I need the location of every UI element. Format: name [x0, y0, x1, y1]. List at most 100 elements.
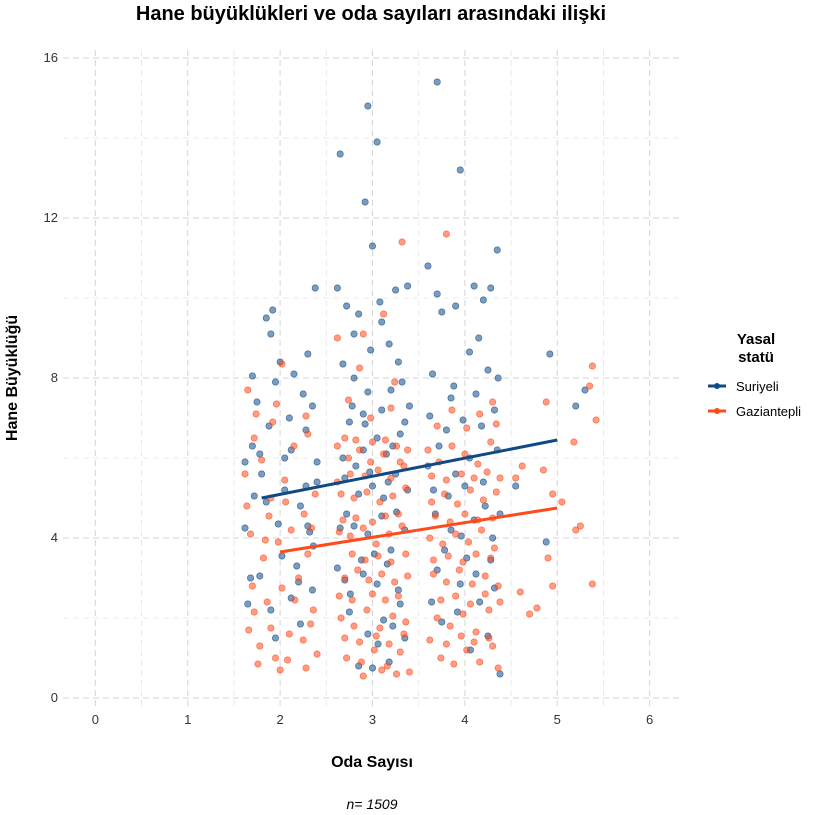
scatter-point: [252, 410, 260, 418]
scatter-point: [452, 302, 460, 310]
scatter-point: [344, 396, 352, 404]
scatter-point: [256, 572, 264, 580]
scatter-point: [374, 640, 382, 648]
series-suriyeli: [241, 78, 589, 678]
scatter-point: [435, 442, 443, 450]
scatter-point: [489, 642, 497, 650]
scatter-point: [355, 490, 363, 498]
x-axis-ticks: 0 1 2 3 4 5 6: [92, 712, 654, 727]
scatter-point: [302, 664, 310, 672]
scatter-point: [335, 592, 343, 600]
y-axis-ticks: 0 4 8 12 16: [44, 50, 58, 705]
scatter-point: [404, 282, 412, 290]
scatter-point: [485, 606, 493, 614]
scatter-point: [479, 296, 487, 304]
scatter-point: [254, 660, 262, 668]
chart-title: Hane büyüklükleri ve oda sayıları arasın…: [136, 3, 606, 25]
scatter-point: [442, 230, 450, 238]
scatter-point: [378, 406, 386, 414]
scatter-point: [492, 488, 500, 496]
scatter-point: [244, 600, 252, 608]
scatter-point: [256, 642, 264, 650]
scatter-point: [592, 416, 600, 424]
scatter-point: [476, 598, 484, 606]
scatter-point: [542, 538, 550, 546]
scatter-point: [272, 400, 280, 408]
grid: [63, 50, 682, 706]
scatter-point: [373, 138, 381, 146]
trend-lines: [261, 438, 558, 554]
scatter-point: [345, 418, 353, 426]
scatter-point: [447, 394, 455, 402]
scatter-point: [341, 634, 349, 642]
scatter-point: [466, 600, 474, 608]
scatter-point: [447, 526, 455, 534]
scatter-point: [526, 610, 534, 618]
scatter-point: [494, 374, 502, 382]
scatter-point: [381, 436, 389, 444]
legend-swatch-dot: [714, 408, 720, 414]
scatter-point: [459, 610, 467, 618]
scatter-point: [361, 420, 369, 428]
scatter-point: [356, 638, 364, 646]
scatter-point: [346, 590, 354, 598]
scatter-point: [387, 558, 395, 566]
scatter-point: [481, 502, 489, 510]
scatter-point: [250, 492, 258, 500]
scatter-point: [285, 414, 293, 422]
scatter-point: [542, 398, 550, 406]
scatter-point: [398, 378, 406, 386]
scatter-point: [284, 656, 292, 664]
scatter-point: [341, 434, 349, 442]
scatter-point: [394, 510, 402, 518]
scatter-point: [389, 492, 397, 500]
scatter-point: [333, 334, 341, 342]
scatter-point: [433, 78, 441, 86]
scatter-point: [304, 550, 312, 558]
scatter-point: [484, 366, 492, 374]
scatter-point: [346, 470, 354, 478]
scatter-point: [475, 334, 483, 342]
scatter-point: [250, 608, 258, 616]
scatter-point: [549, 490, 557, 498]
scatter-point: [428, 472, 436, 480]
scatter-point: [352, 514, 360, 522]
scatter-point: [343, 302, 351, 310]
scatter-point: [441, 546, 449, 554]
scatter-point: [448, 406, 456, 414]
scatter-point: [269, 306, 277, 314]
scatter-point: [431, 512, 439, 520]
scatter-point: [259, 554, 267, 562]
scatter-point: [278, 360, 286, 368]
x-tick-label: 5: [554, 712, 561, 727]
scatter-point: [581, 386, 589, 394]
scatter-point: [348, 550, 356, 558]
scatter-point: [267, 624, 275, 632]
scatter-point: [269, 418, 277, 426]
scatter-point: [333, 284, 341, 292]
scatter-point: [452, 530, 460, 538]
scatter-point: [490, 406, 498, 414]
scatter-point: [267, 606, 275, 614]
scatter-point: [457, 632, 465, 640]
scatter-point: [487, 554, 495, 562]
scatter-point: [368, 438, 376, 446]
x-tick-label: 1: [184, 712, 191, 727]
scatter-point: [429, 570, 437, 578]
scatter-point: [570, 438, 578, 446]
scatter-point: [387, 404, 395, 412]
scatter-point: [588, 580, 596, 588]
scatter-point: [282, 498, 290, 506]
scatter-point: [366, 468, 374, 476]
scatter-point: [391, 578, 399, 586]
scatter-point: [394, 592, 402, 600]
scatter-point: [402, 618, 410, 626]
scatter-point: [400, 630, 408, 638]
scatter-point: [518, 462, 526, 470]
scatter-point: [368, 242, 376, 250]
scatter-point: [381, 512, 389, 520]
scatter-point: [258, 470, 266, 478]
scatter-point: [304, 430, 312, 438]
scatter-point: [455, 566, 463, 574]
scatter-point: [290, 370, 298, 378]
